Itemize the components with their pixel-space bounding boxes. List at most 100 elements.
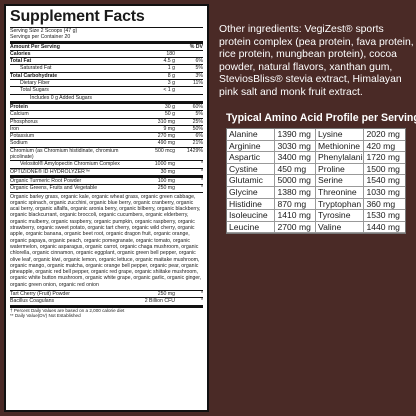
nutrient-amount: 310 mg [157,118,175,125]
nutrient-dv: 25% [192,118,203,125]
nutrient-row: Velositol® Amylopectin Chromium Complex 1… [10,161,203,169]
turmeric-dv: * [200,177,203,184]
turmeric-row: Organic Turmeric Root Powder 100 mg * [10,177,203,186]
nutrient-row: Dietary Fiber 3 g 11% [10,80,203,88]
nutrient-name: Saturated Fat [20,65,52,72]
amino-acid-amount: 1540 mg [364,175,405,187]
amino-row: Isoleucine 1410 mg Tyrosine 1530 mg [227,210,405,222]
amino-row: Glutamic 5000 mg Serine 1540 mg [227,175,405,187]
amino-acid-amount: 1440 mg [364,222,405,234]
nutrient-amount: 8 g [167,72,175,79]
nutrient-dv: 6% [195,133,204,140]
amino-row: Cystine 450 mg Proline 1500 mg [227,163,405,176]
greens-amount: 250 mg [157,185,175,192]
nutrient-list: Calories 180 Total Fat 4.5 g 6% Saturated Fat… [10,51,203,169]
amino-acid-name: Glutamic [227,175,276,187]
cherry-dv: * [200,290,203,297]
amino-acid-name: Alanine [227,129,276,141]
amino-row: Glycine 1380 mg Threonine 1030 mg [227,186,405,199]
amino-acid-amount: 1380 mg [275,186,316,199]
amino-acid-amount: 5000 mg [275,175,316,187]
bacillus-amount: 2 Billion CFU [144,298,175,305]
amino-acid-amount: 2020 mg [364,129,405,141]
nutrient-amount: 180 [166,50,175,57]
nutrient-name: Total Fat [10,58,32,65]
nutrient-amount: 270 mg [157,133,175,140]
hydrolyzer-name: OPTIZIONE® ID HYDROLYZER™ [10,168,91,175]
nutrient-amount: 1000 mg [154,161,175,168]
nutrient-row: Total Fat 4.5 g 6% [10,58,204,66]
nutrient-amount: 490 mg [157,140,175,147]
nutrient-row: Calcium 50 g 5% [10,111,204,119]
nutrient-name: Total Carbohydrate [10,72,58,79]
amino-acid-name: Threonine [316,186,365,199]
amino-acid-amount: 870 mg [275,198,316,211]
nutrient-amount: 9 mg [163,125,175,132]
amino-acid-name: Histidine [227,198,276,211]
nutrient-amount: 30 g [164,103,175,110]
other-ingredients: Other ingredients: VegiZest® sports prot… [219,24,414,98]
supplement-facts-panel: Supplement Facts Serving Size 2 Scoops (… [4,4,209,412]
nutrient-name: Velositol® Amylopectin Chromium Complex [20,161,120,168]
servings-per-container: Servings per Container 20 [10,34,203,44]
amino-acid-amount: 3030 mg [275,140,316,153]
amino-acid-name: Serine [316,175,365,187]
nutrient-amount: < 1 g [163,87,175,94]
amino-acid-amount: 360 mg [364,199,405,211]
hydrolyzer-row: OPTIZIONE® ID HYDROLYZER™ 30 mg * [10,169,203,178]
amino-row: Leucine 2700 mg Valine 1440 mg [227,221,405,234]
hydrolyzer-amount: 30 mg [160,168,175,175]
amino-acid-amount: 420 mg [364,141,405,153]
nutrient-name: Iron [10,125,19,132]
amino-acid-amount: 450 mg [275,163,316,176]
nutrient-name: Sodium [10,140,28,147]
nutrient-name: Dietary Fiber [20,80,50,87]
nutrient-row: Total Sugars < 1 g [10,87,203,95]
nutrient-amount: 50 g [164,111,175,118]
blend-ingredients: Organic barley grass, organic kale, orga… [10,193,203,291]
nutrient-row: Protein 30 g 60% [10,103,203,112]
amino-acid-name: Glycine [227,186,276,199]
turmeric-amount: 100 mg [157,177,175,184]
nutrient-row: Saturated Fat 1 g 5% [10,65,203,73]
nutrient-row: Iron 9 mg 50% [10,125,203,134]
amino-acid-amount: 1390 mg [275,129,316,141]
amino-acid-name: Isoleucine [227,210,276,222]
nutrient-amount: 1 g [167,65,175,72]
amino-acid-amount: 1500 mg [364,164,405,176]
nutrient-name: Calcium [10,111,29,118]
amino-acid-name: Proline [316,163,365,176]
nutrient-amount: 4.5 g [163,58,175,65]
greens-row: Organic Greens, Fruits and Vegetable 250… [10,185,203,193]
nutrient-dv: 5% [195,111,204,118]
nutrient-dv: 60% [192,103,203,110]
nutrient-row: Potassium 270 mg 6% [10,133,204,141]
nutrient-name: Chromium (as Chromium histidinate, chrom… [10,147,119,161]
amino-acid-amount: 2700 mg [275,221,316,234]
dv-header: % DV [189,43,203,50]
amino-acid-name: Aspartic [227,152,276,164]
nutrient-dv: 6% [195,58,204,65]
amount-header: Amount Per Serving [10,43,60,50]
nutrient-dv: * [200,161,203,168]
bacillus-row: Bacillus Coagulans 2 Billion CFU * [10,298,203,308]
greens-dv: * [200,185,203,192]
bacillus-dv: * [200,298,203,305]
nutrient-dv: 21% [192,140,203,147]
amino-acid-name: Phenylalanine [316,152,365,164]
amino-row: Histidine 870 mg Tryptophan 360 mg [227,198,405,211]
amino-acid-name: Lysine [316,129,365,141]
amino-acid-name: Cystine [227,163,276,176]
nutrient-amount: 500 mcg [155,147,175,154]
amino-acid-table: Alanine 1390 mg Lysine 2020 mg Arginine 3030 … [226,128,406,235]
footnote-dv: † Percent Daily Values are based on a 2,… [10,307,125,313]
nutrient-dv: 3% [195,72,204,79]
nutrient-row: Sodium 490 mg 21% [10,140,203,148]
nutrient-dv: 11% [193,80,203,87]
amount-header-row: Amount Per Serving % DV [10,44,203,51]
amino-acid-name: Methionine [316,140,365,153]
amino-acid-name: Tryptophan [316,198,365,211]
amino-acid-name: Leucine [227,221,276,234]
nutrient-amount: 3 g [167,80,175,87]
